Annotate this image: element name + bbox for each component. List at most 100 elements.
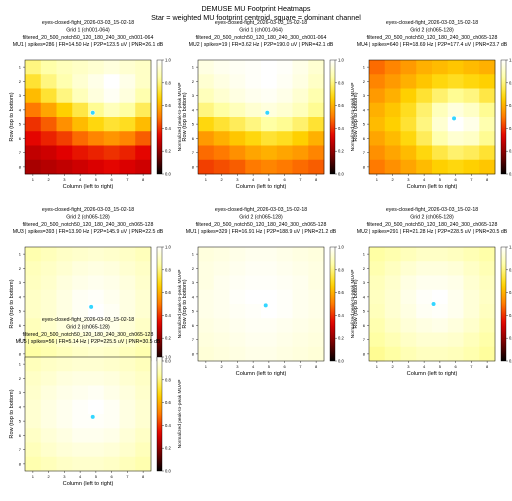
colorbar-tick-label: 0.0 bbox=[509, 359, 512, 364]
heatmap-cell bbox=[135, 102, 152, 118]
x-tick-label: 4 bbox=[252, 364, 255, 369]
x-axis-label: Column (left to right) bbox=[63, 481, 114, 487]
heatmap-cell bbox=[229, 117, 246, 132]
heatmap-cell bbox=[479, 304, 496, 319]
heatmap-cell bbox=[447, 88, 464, 104]
heatmap-cell bbox=[416, 261, 433, 276]
heatmap-cell bbox=[25, 74, 42, 89]
heatmap-cell bbox=[369, 88, 386, 104]
colorbar-label: Normalized peak-to-peak MUAP bbox=[177, 380, 183, 449]
colorbar-tick-label: 0.8 bbox=[338, 80, 344, 85]
panel-title-line: MU5 | spikes=56 | FR=5.14 Hz | P2P=225.5… bbox=[16, 339, 161, 345]
colorbar-tick-label: 0.8 bbox=[165, 267, 171, 272]
x-tick-label: 7 bbox=[299, 177, 302, 182]
heatmap-cell bbox=[463, 159, 480, 175]
heatmap-cell bbox=[40, 414, 57, 429]
heatmap-cell bbox=[135, 74, 152, 89]
heatmap-cell bbox=[479, 60, 496, 75]
heatmap-cell bbox=[25, 247, 42, 262]
centroid-star-marker bbox=[264, 110, 270, 116]
heatmap-cell bbox=[135, 371, 152, 386]
colorbar-tick-label: 0.4 bbox=[509, 126, 512, 131]
x-tick-label: 3 bbox=[63, 474, 66, 479]
heatmap-cell bbox=[119, 414, 136, 429]
heatmap-cell bbox=[25, 318, 42, 333]
heatmap-cell bbox=[479, 74, 496, 89]
heatmap-cell bbox=[416, 60, 433, 75]
heatmap-cell bbox=[135, 145, 152, 161]
heatmap-cell bbox=[416, 88, 433, 104]
heatmap-cell bbox=[369, 60, 386, 75]
heatmap-cell bbox=[479, 131, 496, 146]
heatmap-cell bbox=[135, 131, 152, 146]
y-tick-label: 4 bbox=[192, 294, 195, 299]
x-tick-label: 7 bbox=[470, 177, 473, 182]
heatmap-cell bbox=[135, 159, 152, 175]
heatmap-cell bbox=[292, 247, 309, 262]
y-tick-label: 1 bbox=[192, 252, 195, 257]
heatmap-cell bbox=[40, 289, 57, 305]
heatmap-cell bbox=[447, 346, 464, 362]
heatmap-cell bbox=[72, 261, 89, 276]
heatmap-cell bbox=[119, 428, 136, 443]
heatmap-cell bbox=[479, 88, 496, 104]
x-tick-label: 1 bbox=[376, 364, 379, 369]
heatmap-cell bbox=[245, 88, 262, 104]
heatmap-cell bbox=[198, 275, 215, 291]
y-tick-label: 7 bbox=[19, 337, 22, 342]
heatmap-cell bbox=[198, 247, 215, 262]
heatmap-cell bbox=[198, 117, 215, 132]
heatmap-cell bbox=[56, 332, 73, 348]
heatmap-cell bbox=[400, 88, 417, 104]
heatmap-cell bbox=[103, 357, 120, 372]
heatmap-cell bbox=[103, 371, 120, 386]
panel-title-line: Grid 2 (ch065-128) bbox=[410, 214, 454, 220]
panel-title-line: MU1 | spikes=329 | FR=16.91 Hz | P2P=188… bbox=[186, 229, 337, 235]
heatmap-cell bbox=[432, 145, 449, 161]
x-tick-label: 6 bbox=[111, 474, 114, 479]
heatmap-cell bbox=[135, 385, 152, 401]
heatmap-cell bbox=[384, 332, 401, 348]
heatmap-cell bbox=[198, 131, 215, 146]
heatmap-cell bbox=[229, 318, 246, 333]
heatmap-cell bbox=[56, 442, 73, 458]
heatmap-cell bbox=[72, 159, 89, 175]
heatmap-cell bbox=[416, 275, 433, 291]
heatmap-cell bbox=[416, 304, 433, 319]
x-tick-label: 5 bbox=[439, 177, 442, 182]
heatmap-cell bbox=[40, 88, 57, 104]
heatmap-cell bbox=[308, 102, 325, 118]
heatmap-cell bbox=[432, 88, 449, 104]
heatmap-cell bbox=[56, 145, 73, 161]
heatmap-cell bbox=[103, 275, 120, 291]
heatmap-cell bbox=[40, 145, 57, 161]
heatmap-cell bbox=[88, 399, 105, 415]
heatmap-cell bbox=[88, 261, 105, 276]
heatmap-cell bbox=[479, 145, 496, 161]
heatmap-panel-5: eyes-closed-fight_2026-03-03_15-02-18Gri… bbox=[182, 207, 356, 377]
heatmap-cell bbox=[479, 289, 496, 305]
heatmap-cell bbox=[229, 74, 246, 89]
colorbar-tick-label: 0.2 bbox=[338, 336, 344, 341]
heatmap-cell bbox=[276, 318, 293, 333]
colorbar-tick-label: 0.0 bbox=[509, 172, 512, 177]
heatmap-cell bbox=[308, 261, 325, 276]
heatmap-cell bbox=[56, 60, 73, 75]
colorbar-tick-label: 0.8 bbox=[338, 267, 344, 272]
colorbar-label: Normalized peak-to-peak MUAP bbox=[350, 83, 356, 152]
heatmap-cell bbox=[198, 346, 215, 362]
heatmap-cell bbox=[213, 332, 230, 348]
heatmap-cell bbox=[447, 332, 464, 348]
heatmap-cell bbox=[432, 261, 449, 276]
heatmap-cell bbox=[229, 289, 246, 305]
heatmap-cell bbox=[25, 442, 42, 458]
heatmap-cell bbox=[103, 456, 120, 472]
y-axis-label: Row (top to bottom) bbox=[9, 279, 15, 328]
heatmap-cell bbox=[463, 102, 480, 118]
heatmap-cell bbox=[56, 261, 73, 276]
colorbar-tick-label: 0.2 bbox=[338, 149, 344, 154]
heatmap-cell bbox=[432, 318, 449, 333]
heatmap-cell bbox=[25, 385, 42, 401]
heatmap-cell bbox=[463, 289, 480, 305]
y-tick-label: 1 bbox=[19, 362, 22, 367]
